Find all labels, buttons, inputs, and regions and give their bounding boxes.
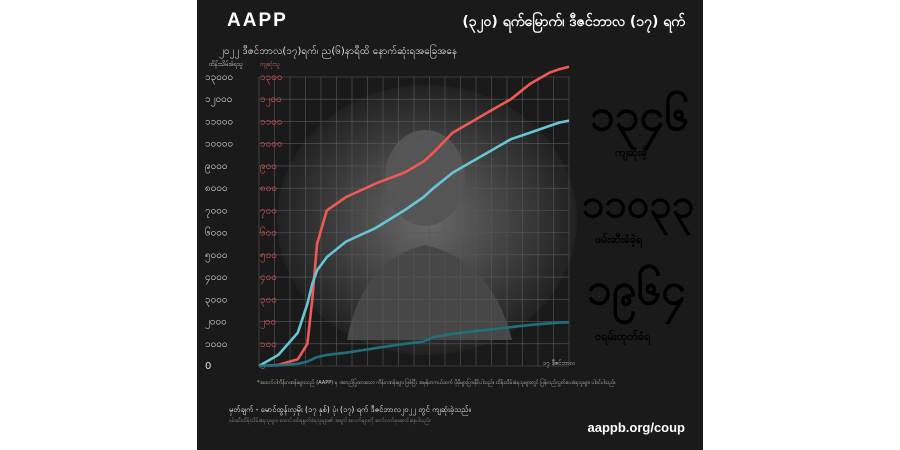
y-tick-left: ၁၀၀၀၀ bbox=[205, 139, 233, 150]
secondary-note: ဖမ်းဆီးထိန်းသိမ်းခံရသူများ၊ ထောင်ဒဏ်ချမှ… bbox=[229, 418, 431, 424]
y-tick-left: ၇၀၀၀ bbox=[205, 205, 228, 218]
x-axis-end-label: ၁၇ ဒီဇင်ဘာလ bbox=[543, 360, 576, 367]
y-tick-left: ၁၃၀၀၀ bbox=[205, 72, 233, 85]
y-tick-right: ၁၃၀၀ bbox=[260, 72, 283, 85]
y-tick-left: ၄၀၀၀ bbox=[205, 272, 228, 285]
line-chart: 0၁၀၀၀၂၀၀၀၃၀၀၀၄၀၀၀၅၀၀၀၆၀၀၀၇၀၀၀၈၀၀၀၉၀၀၀၁၀၀… bbox=[205, 65, 577, 372]
y-tick-left: ၈၀၀၀ bbox=[205, 183, 228, 194]
infographic-panel: AAPP (၃၂၀) ရက်မြောက်၊ ဒီဇင်ဘာလ (၁၇) ရက် … bbox=[197, 0, 703, 450]
right-axis-caption: ကျဆုံးသူ bbox=[260, 61, 280, 68]
y-tick-right: ၁၁၀၀ bbox=[260, 116, 283, 127]
y-tick-left: ၆၀၀၀ bbox=[205, 226, 228, 239]
y-tick-left: 0 bbox=[205, 361, 211, 372]
chart-grid bbox=[258, 76, 570, 367]
killed-label: ကျဆုံးခဲ့ bbox=[615, 146, 648, 159]
killed-count: ၁၃၄၆ bbox=[590, 90, 689, 141]
arrested-count: ၁၁၀၃၃ bbox=[582, 181, 695, 227]
y-tick-right: ၉၀၀ bbox=[260, 161, 277, 174]
y-tick-right: ၇၀၀ bbox=[260, 205, 277, 218]
y-tick-left: ၁၁၀၀၀ bbox=[205, 116, 233, 127]
series-line-warrants bbox=[258, 321, 570, 368]
series-line-killed bbox=[258, 65, 570, 368]
y-tick-left: ၁၀၀၀ bbox=[205, 339, 228, 350]
y-tick-right: ၈၀၀ bbox=[260, 183, 277, 194]
y-tick-right: ၁၀၀ bbox=[260, 339, 277, 350]
footnote: *အထက်ပါကိန်းဂဏန်းများသည် (AAPP) မှ အတည်ပ… bbox=[257, 380, 616, 386]
warrants-count: ၁၉၆၄ bbox=[587, 264, 686, 315]
chart-series bbox=[258, 65, 570, 368]
source-note: မှတ်ချက် - မောင်ထွန်းလှမိုး (၁၇ နှစ်) ပု… bbox=[229, 405, 471, 414]
source-url: aappb.org/coup bbox=[587, 420, 686, 435]
y-tick-left: ၃၀၀၀ bbox=[205, 294, 228, 307]
warrants-label: ဝရမ်းထုတ်ခံရ bbox=[595, 330, 651, 343]
arrested-label: ဖမ်းဆီးခံခဲ့ရ bbox=[595, 233, 643, 246]
series-line-arrested bbox=[258, 119, 570, 368]
background-portrait bbox=[277, 85, 577, 355]
y-tick-right: ၃၀၀ bbox=[260, 294, 277, 307]
y-tick-left: ၅၀၀၀ bbox=[205, 250, 228, 263]
chart-subtitle: ၂၀၂၂ ဒီဇင်ဘာလ(၁၇)ရက်၊ ည(၆)နာရီထိ နောက်ဆု… bbox=[219, 46, 458, 57]
aapp-logo: AAPP bbox=[227, 10, 288, 31]
y-tick-left: ၂၀၀၀ bbox=[205, 317, 227, 330]
y-tick-right: ၄၀၀ bbox=[260, 272, 277, 285]
y-tick-right: ၂၀၀ bbox=[260, 317, 276, 330]
y-tick-left: ၁၂၀၀၀ bbox=[205, 94, 232, 107]
left-axis-ticks: 0 ၁၀၀၀ ၂၀၀၀ ၃၀၀၀ ၄၀၀၀ ၅၀၀၀ ၆၀၀၀ ၇၀၀၀ ၈၀၀၀ ၉၀၀၀ ၁၀၀… bbox=[205, 72, 233, 372]
y-tick-right: ၁၀၀၀ bbox=[260, 139, 283, 150]
y-tick-right: ၆၀၀ bbox=[260, 226, 277, 239]
headline: (၃၂၀) ရက်မြောက်၊ ဒီဇင်ဘာလ (၁၇) ရက် bbox=[462, 14, 685, 30]
left-axis-caption: ထိန်းသိမ်းခံရသူ bbox=[209, 61, 243, 68]
y-tick-right: ၅၀၀ bbox=[260, 250, 277, 263]
y-tick-left: ၉၀၀၀ bbox=[205, 161, 228, 174]
y-tick-right: ၁၂၀၀ bbox=[260, 94, 282, 107]
